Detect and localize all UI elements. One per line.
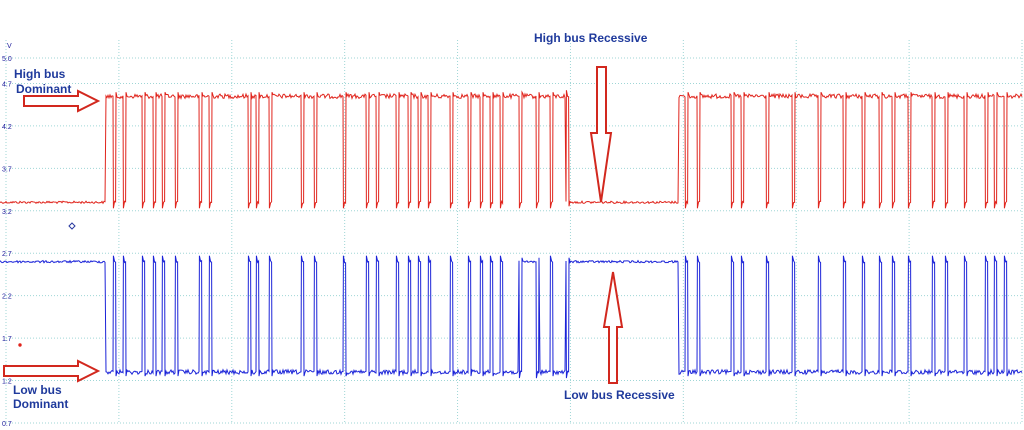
y-tick-label: 3.7 bbox=[2, 166, 12, 173]
y-tick-label: 2.7 bbox=[2, 251, 12, 258]
annotation-high-recessive: High bus Recessive bbox=[534, 31, 648, 203]
annotation-low-recessive: Low bus Recessive bbox=[564, 271, 675, 402]
trace-line-can_high bbox=[0, 90, 1023, 209]
signal-traces bbox=[0, 90, 1023, 379]
annotation-high-recessive-text: High bus Recessive bbox=[534, 31, 648, 45]
channel-marker-icon bbox=[18, 343, 22, 347]
annotation-high-dominant: High bus Dominant bbox=[14, 67, 101, 113]
y-axis-unit-label: V bbox=[7, 43, 12, 50]
annotation-high-dominant-line2: Dominant bbox=[16, 82, 71, 96]
arrow-right-icon bbox=[3, 359, 101, 383]
trigger-marker-icon bbox=[68, 222, 76, 230]
y-tick-label: 1.2 bbox=[2, 379, 12, 386]
arrow-down-icon bbox=[589, 66, 613, 203]
trace-can_low bbox=[0, 255, 1023, 379]
annotation-low-dominant-line2: Dominant bbox=[13, 397, 68, 411]
y-tick-label: 2.2 bbox=[2, 294, 12, 301]
arrow-right-icon bbox=[23, 89, 101, 113]
annotation-low-dominant: Low bus Dominant bbox=[3, 359, 101, 411]
y-tick-label: 0.7 bbox=[2, 421, 12, 428]
y-tick-label: 4.2 bbox=[2, 124, 12, 131]
y-axis-ticks: 5.0 4.7 4.2 3.7 3.2 2.7 2.2 1.7 1.2 0.7 bbox=[2, 56, 12, 428]
y-tick-label: 5.0 bbox=[2, 56, 12, 63]
y-tick-label: 4.7 bbox=[2, 81, 12, 88]
annotation-low-dominant-line1: Low bus bbox=[13, 383, 62, 397]
y-tick-label: 1.7 bbox=[2, 336, 12, 343]
trace-markers bbox=[18, 222, 76, 347]
annotation-high-dominant-line1: High bus bbox=[14, 67, 66, 81]
y-tick-label: 3.2 bbox=[2, 209, 12, 216]
trace-line-can_low bbox=[0, 255, 1023, 379]
arrow-up-icon bbox=[602, 271, 624, 384]
grid bbox=[5, 40, 1023, 424]
trace-can_high bbox=[0, 90, 1023, 209]
annotation-low-recessive-text: Low bus Recessive bbox=[564, 388, 675, 402]
